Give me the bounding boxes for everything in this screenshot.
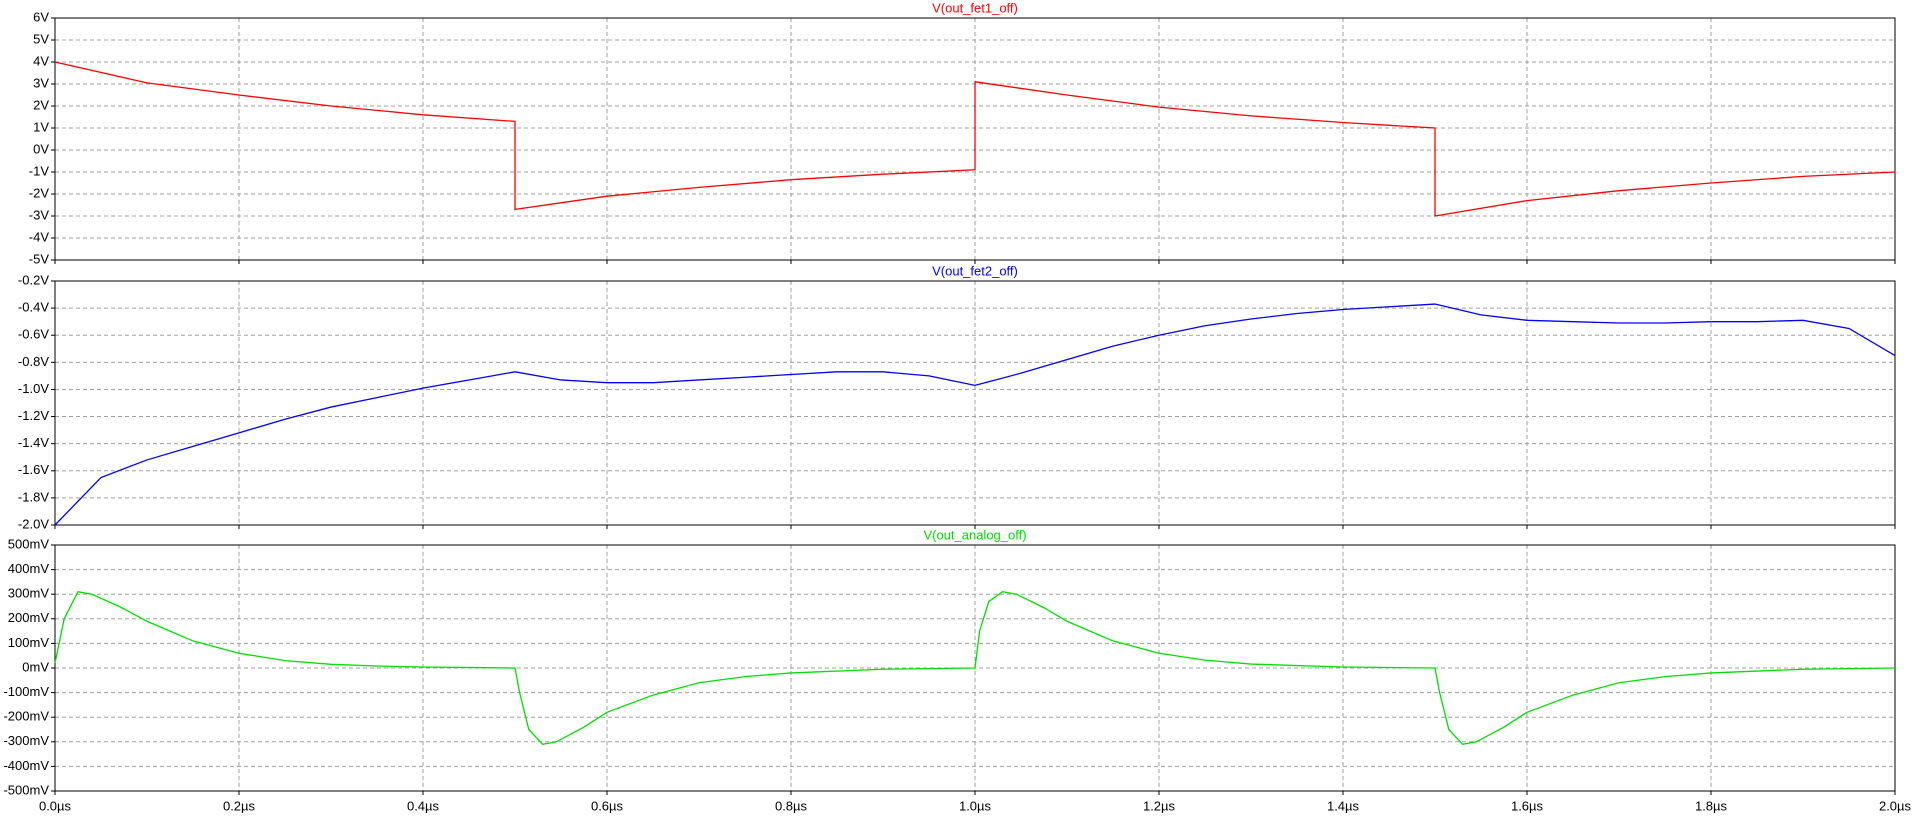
y-tick-label: 4V: [33, 53, 49, 68]
y-tick-label: -3V: [29, 207, 50, 222]
y-tick-label: -0.6V: [18, 327, 49, 342]
y-tick-label: -200mV: [3, 709, 49, 724]
chart-title: V(out_fet1_off): [932, 0, 1018, 15]
y-tick-label: 1V: [33, 119, 49, 134]
x-tick-label: 0.0µs: [39, 798, 72, 813]
y-tick-label: -2.0V: [18, 516, 49, 531]
y-tick-label: 3V: [33, 75, 49, 90]
y-tick-label: 500mV: [8, 536, 50, 551]
plot-frame: [54, 17, 1896, 261]
x-tick-label: 0.2µs: [223, 798, 256, 813]
y-tick-label: -0.4V: [18, 300, 49, 315]
y-tick-label: 100mV: [8, 635, 50, 650]
x-tick-label: 1.8µs: [1695, 798, 1728, 813]
x-tick-label: 1.4µs: [1327, 798, 1360, 813]
y-tick-label: 300mV: [8, 586, 50, 601]
y-tick-label: 6V: [33, 9, 49, 24]
series-line: [54, 303, 1896, 526]
x-tick-label: 1.6µs: [1511, 798, 1544, 813]
y-tick-label: -1.8V: [18, 489, 49, 504]
y-tick-label: 5V: [33, 31, 49, 46]
y-tick-label: -1.0V: [18, 381, 49, 396]
series-line: [54, 591, 1896, 745]
y-tick-label: -4V: [29, 229, 50, 244]
x-tick-label: 2.0µs: [1879, 798, 1912, 813]
y-tick-label: 400mV: [8, 561, 50, 576]
series-line: [54, 61, 1896, 217]
chart-title: V(out_fet2_off): [932, 263, 1018, 278]
plot-frame: [54, 280, 1896, 526]
x-tick-label: 0.8µs: [775, 798, 808, 813]
y-tick-label: -0.8V: [18, 354, 49, 369]
y-tick-label: -500mV: [3, 782, 49, 797]
y-tick-label: -1.2V: [18, 408, 49, 423]
y-tick-label: 2V: [33, 97, 49, 112]
y-tick-label: 200mV: [8, 610, 50, 625]
y-tick-label: -1.6V: [18, 462, 49, 477]
x-tick-label: 0.4µs: [407, 798, 440, 813]
y-tick-label: -2V: [29, 185, 50, 200]
y-tick-label: -300mV: [3, 733, 49, 748]
y-tick-label: -1V: [29, 163, 50, 178]
y-tick-label: 0V: [33, 141, 49, 156]
y-tick-label: 0mV: [22, 659, 49, 674]
x-tick-label: 1.2µs: [1143, 798, 1176, 813]
y-tick-label: -400mV: [3, 758, 49, 773]
y-tick-label: -1.4V: [18, 435, 49, 450]
x-tick-label: 1.0µs: [959, 798, 992, 813]
x-tick-label: 0.6µs: [591, 798, 624, 813]
chart-title: V(out_analog_off): [923, 527, 1026, 542]
y-tick-label: -0.2V: [18, 272, 49, 287]
y-tick-label: -100mV: [3, 684, 49, 699]
y-tick-label: -5V: [29, 251, 50, 266]
